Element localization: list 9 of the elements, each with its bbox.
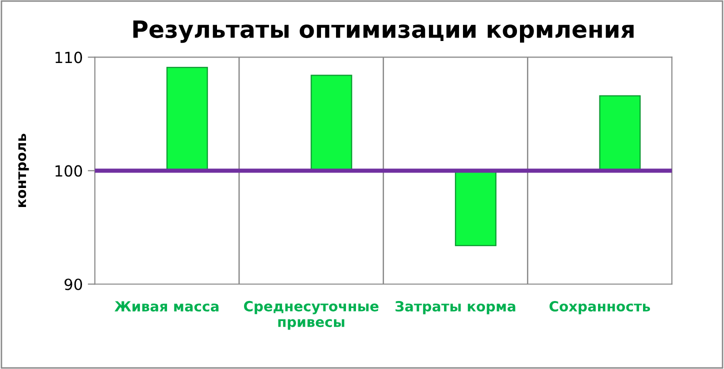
y-axis-title: контроль xyxy=(18,134,29,208)
x-tick-label: Среднесуточные привесы xyxy=(244,300,378,330)
x-tick-label: Сохранность xyxy=(550,301,650,314)
chart-title: Результаты оптимизации кормления xyxy=(133,20,634,43)
x-tick-label: Затраты корма xyxy=(396,301,516,314)
y-tick-label: 90 xyxy=(64,278,82,290)
y-tick-label: 100 xyxy=(56,165,82,177)
x-tick-label: Живая масса xyxy=(114,301,218,312)
y-tick-label: 110 xyxy=(56,52,82,64)
